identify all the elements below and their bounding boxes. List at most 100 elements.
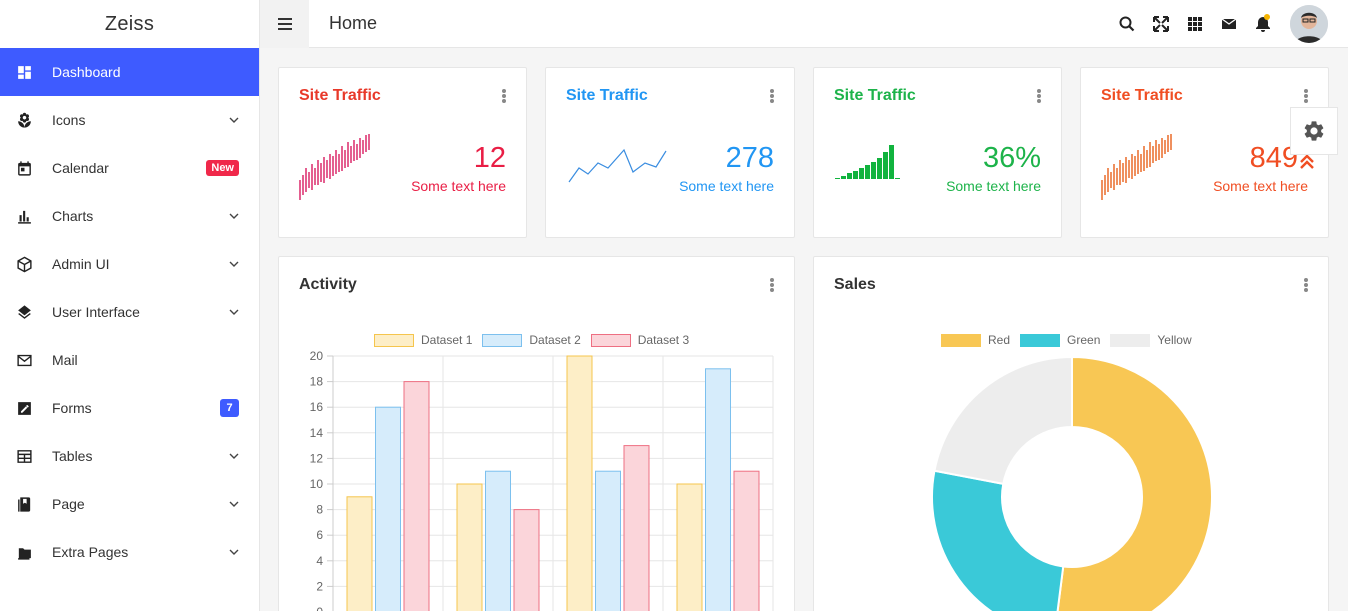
sidebar-item-mail[interactable]: Mail xyxy=(0,336,259,384)
fullscreen-button[interactable] xyxy=(1144,0,1178,48)
settings-button[interactable] xyxy=(1290,107,1338,155)
notifications-button[interactable] xyxy=(1246,0,1280,48)
stat-subtext: Some text here xyxy=(1213,178,1308,194)
search-button[interactable] xyxy=(1110,0,1144,48)
sidebar-menu: Dashboard Icons Calendar New Charts xyxy=(0,48,259,576)
sidebar: Zeiss Dashboard Icons Calendar New xyxy=(0,0,260,611)
apps-button[interactable] xyxy=(1178,0,1212,48)
messages-button[interactable] xyxy=(1212,0,1246,48)
edit-icon xyxy=(15,399,33,417)
legend-swatch xyxy=(482,333,523,347)
stat-card-4: Site Traffic 849 Some text here xyxy=(1080,67,1329,238)
legend-item[interactable]: Dataset 1 xyxy=(374,333,472,347)
sales-card: Sales Red Green Yellow xyxy=(813,256,1329,611)
dashboard-icon xyxy=(15,63,33,81)
y-tick-label: 18 xyxy=(310,375,324,389)
legend-item[interactable]: Red xyxy=(941,333,1010,347)
donut-slice xyxy=(931,469,1065,611)
chevron-down-icon xyxy=(229,115,239,125)
search-icon xyxy=(1119,16,1135,31)
y-tick-label: 6 xyxy=(316,528,323,542)
sidebar-item-label: Charts xyxy=(52,208,94,224)
avatar[interactable] xyxy=(1290,4,1328,43)
bar xyxy=(513,509,540,611)
donut-slice xyxy=(1056,355,1213,611)
sidebar-item-charts[interactable]: Charts xyxy=(0,192,259,240)
stat-subtext: Some text here xyxy=(946,178,1041,194)
donut-slice xyxy=(933,355,1073,486)
page-title: Home xyxy=(329,13,378,33)
sidebar-item-label: Extra Pages xyxy=(52,544,129,560)
notification-dot xyxy=(1264,13,1270,20)
sidebar-item-calendar[interactable]: Calendar New xyxy=(0,144,259,192)
cube-icon xyxy=(15,255,33,273)
sidebar-item-label: Page xyxy=(52,496,85,512)
sidebar-item-label: Tables xyxy=(52,448,93,464)
brand-logo[interactable]: Zeiss xyxy=(104,12,155,35)
stat-value: 12 xyxy=(473,142,506,174)
sparkline-chart xyxy=(568,148,667,183)
bar xyxy=(346,496,373,611)
new-badge: New xyxy=(206,160,239,176)
card-title: Sales xyxy=(834,276,876,293)
stat-value: 278 xyxy=(725,142,774,174)
sidebar-item-admin-ui[interactable]: Admin UI xyxy=(0,240,259,288)
sidebar-item-label: Forms xyxy=(52,400,92,416)
sidebar-item-label: Mail xyxy=(52,352,78,368)
more-menu-icon[interactable] xyxy=(1037,89,1041,103)
legend-item[interactable]: Green xyxy=(1020,333,1100,347)
sidebar-item-forms[interactable]: Forms 7 xyxy=(0,384,259,432)
bar-chart-icon xyxy=(15,207,33,225)
y-tick-label: 20 xyxy=(310,349,324,363)
bar xyxy=(595,470,621,611)
sales-donut-chart xyxy=(931,355,1213,611)
sidebar-item-dashboard[interactable]: Dashboard xyxy=(0,48,259,96)
card-title: Site Traffic xyxy=(834,87,916,104)
stat-subtext: Some text here xyxy=(679,178,774,194)
y-tick-label: 12 xyxy=(310,451,324,465)
bar xyxy=(456,483,483,611)
legend-swatch xyxy=(1020,333,1061,347)
legend-item[interactable]: Dataset 2 xyxy=(482,333,581,347)
double-chevron-up-icon xyxy=(1300,154,1314,169)
y-tick-label: 8 xyxy=(316,503,323,517)
bar xyxy=(676,483,703,611)
sidebar-item-extra-pages[interactable]: Extra Pages xyxy=(0,528,259,576)
calendar-icon xyxy=(15,159,33,177)
sparkline-chart xyxy=(299,134,370,200)
stat-card-2: Site Traffic 278 Some text here xyxy=(545,67,795,238)
chevron-down-icon xyxy=(229,451,239,461)
more-menu-icon[interactable] xyxy=(770,89,774,103)
legend-item[interactable]: Dataset 3 xyxy=(590,333,689,347)
y-tick-label: 14 xyxy=(310,426,324,440)
sparkline-chart xyxy=(1101,134,1172,200)
bar xyxy=(485,470,511,611)
sidebar-item-label: Dashboard xyxy=(52,64,121,80)
legend-item[interactable]: Yellow xyxy=(1110,333,1192,347)
sidebar-item-tables[interactable]: Tables xyxy=(0,432,259,480)
sidebar-item-icons[interactable]: Icons xyxy=(0,96,259,144)
more-menu-icon[interactable] xyxy=(1304,89,1308,103)
more-menu-icon[interactable] xyxy=(502,89,506,103)
more-menu-icon[interactable] xyxy=(1304,278,1308,292)
hamburger-icon xyxy=(277,17,292,30)
chart-legend: Red Green Yellow xyxy=(941,333,1202,347)
sidebar-item-page[interactable]: Page xyxy=(0,480,259,528)
legend-label: Green xyxy=(1067,333,1101,347)
more-menu-icon[interactable] xyxy=(770,278,774,292)
sidebar-item-label: Calendar xyxy=(52,160,109,176)
menu-toggle-button[interactable] xyxy=(260,0,309,48)
legend-swatch xyxy=(374,333,414,347)
bar xyxy=(566,355,593,611)
card-title: Site Traffic xyxy=(566,87,648,104)
legend-label: Red xyxy=(988,333,1011,347)
bar xyxy=(375,406,401,611)
y-tick-label: 0 xyxy=(316,605,323,611)
chevron-down-icon xyxy=(229,259,239,269)
bar xyxy=(733,470,760,611)
sidebar-item-user-interface[interactable]: User Interface xyxy=(0,288,259,336)
gear-icon xyxy=(1304,121,1324,141)
stat-card-1: Site Traffic 12 Some text here xyxy=(278,67,527,238)
fullscreen-icon xyxy=(1153,15,1169,32)
y-tick-label: 2 xyxy=(316,579,323,593)
